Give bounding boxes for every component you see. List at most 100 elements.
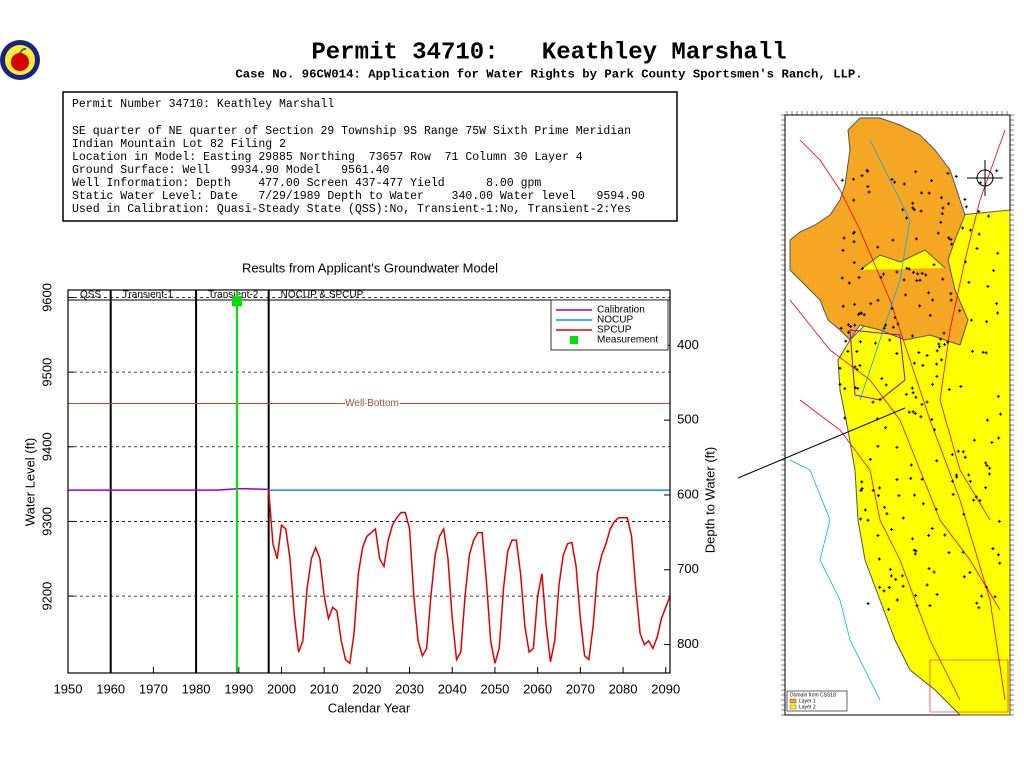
- map-well: [890, 527, 894, 531]
- map-well: [859, 517, 863, 521]
- info-line: SE quarter of NE quarter of Section 29 T…: [72, 125, 631, 138]
- map-well: [913, 552, 917, 556]
- map-well: [930, 382, 934, 386]
- map-well: [949, 298, 953, 302]
- map-well: [838, 382, 842, 386]
- map-well: [895, 478, 899, 482]
- map-well: [866, 602, 870, 606]
- y2-tick-label: 400: [677, 337, 699, 352]
- map-well: [995, 169, 999, 173]
- map-well: [876, 298, 880, 302]
- map-well: [853, 323, 857, 327]
- map-well: [857, 312, 861, 316]
- map-well: [884, 323, 888, 327]
- map-well: [996, 394, 1000, 398]
- map-well: [885, 512, 889, 516]
- map-well: [844, 339, 848, 343]
- map-well: [860, 487, 864, 491]
- map-well: [932, 570, 936, 574]
- map-well: [919, 415, 923, 419]
- map-well: [869, 302, 873, 306]
- map-well: [936, 231, 940, 235]
- map-well: [947, 551, 951, 555]
- map-well: [993, 595, 997, 599]
- map-legend-title: Domain from CSS18: [790, 692, 836, 698]
- map-well: [967, 473, 971, 477]
- map-well: [968, 479, 972, 483]
- map-well: [980, 594, 984, 598]
- map-well: [990, 440, 994, 444]
- map-well: [970, 349, 974, 353]
- map-well: [857, 275, 861, 279]
- map-well: [858, 340, 862, 344]
- map-well: [871, 488, 875, 492]
- map-well: [915, 279, 919, 283]
- map-well: [916, 272, 920, 276]
- map-well: [912, 270, 916, 274]
- map-well: [893, 180, 897, 184]
- map-well: [991, 547, 995, 551]
- map-well: [998, 561, 1002, 565]
- map-well: [962, 575, 966, 579]
- map-well: [909, 476, 913, 480]
- map-well: [912, 493, 916, 497]
- x-tick-label: 2030: [395, 681, 424, 696]
- x-axis-label: Calendar Year: [328, 700, 411, 715]
- map-well: [964, 205, 968, 209]
- map-well: [941, 206, 945, 210]
- map-well: [884, 426, 888, 430]
- map-well: [958, 309, 962, 313]
- map-well: [891, 325, 895, 329]
- map-well: [911, 201, 915, 205]
- info-lines: Permit Number 34710: Keathley Marshall SE…: [72, 98, 645, 216]
- map-well: [984, 461, 988, 465]
- map-well: [921, 502, 925, 506]
- map-well: [977, 232, 981, 236]
- map-well: [927, 291, 931, 295]
- map-well: [968, 228, 972, 232]
- x-tick-label: 1960: [96, 681, 125, 696]
- map-well: [895, 352, 899, 356]
- map-well: [902, 278, 906, 282]
- map-well: [856, 386, 860, 390]
- map-well: [914, 549, 918, 553]
- info-box: [62, 91, 678, 222]
- map-well: [868, 457, 872, 461]
- map-well: [927, 534, 931, 538]
- map-well: [905, 216, 909, 220]
- map-well: [935, 592, 939, 596]
- map-well: [913, 411, 917, 415]
- map-well: [987, 214, 991, 218]
- map-well: [914, 170, 918, 174]
- map-well: [954, 473, 958, 477]
- map-well: [939, 220, 943, 224]
- map: Domain from CSS18 Layer 1 Layer 2: [781, 111, 1014, 716]
- map-well: [925, 583, 929, 587]
- map-well: [839, 326, 843, 330]
- y-tick-label: 9300: [39, 507, 54, 536]
- phase-label: QSS: [80, 290, 101, 301]
- map-well: [978, 498, 982, 502]
- map-well: [940, 358, 944, 362]
- map-well: [984, 351, 988, 355]
- y-tick-label: 9600: [39, 283, 54, 312]
- map-well: [949, 238, 953, 242]
- map-well: [887, 586, 891, 589]
- map-well: [925, 353, 929, 357]
- map-well: [986, 418, 990, 422]
- map-well: [946, 171, 950, 175]
- map-well: [940, 196, 944, 200]
- map-well: [927, 567, 931, 571]
- map-well: [863, 508, 867, 512]
- map-well: [992, 269, 996, 273]
- map-well: [975, 601, 979, 605]
- map-well: [866, 169, 870, 173]
- map-well: [847, 330, 851, 334]
- map-well: [852, 240, 856, 244]
- map-well: [963, 260, 967, 264]
- y2-tick-label: 500: [677, 412, 699, 427]
- map-well: [987, 472, 991, 476]
- map-well: [852, 261, 856, 265]
- phase-label: Transient-2: [208, 290, 259, 301]
